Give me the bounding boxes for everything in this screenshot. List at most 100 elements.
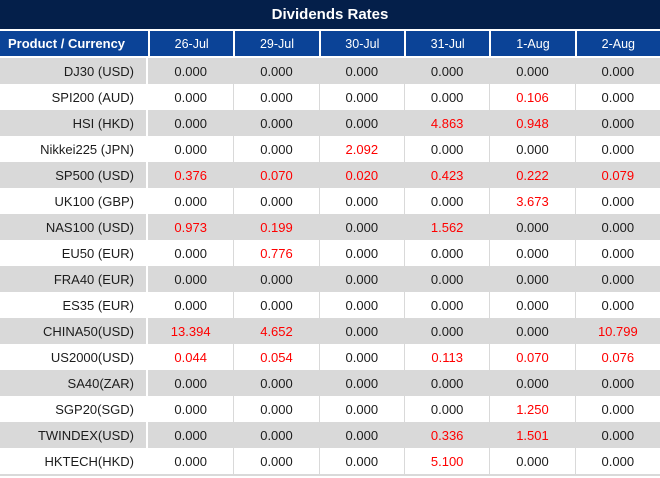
- dividend-value: 0.000: [174, 297, 207, 313]
- rates-table-body: DJ30 (USD) 0.000 0.000 0.000 0.000 0.000 0.00…: [0, 58, 660, 474]
- dividend-value: 0.000: [574, 292, 660, 318]
- dividend-value: 0.000: [574, 214, 660, 240]
- product-label: FRA40 (EUR): [0, 266, 148, 292]
- dividend-value: 0.000: [233, 84, 318, 110]
- dividend-value: 0.000: [489, 58, 575, 84]
- product-label: DJ30 (USD): [0, 58, 148, 84]
- dividend-value: 0.000: [489, 214, 575, 240]
- table-row: HSI (HKD) 0.000 0.000 0.000 4.863 0.948 0.000: [0, 110, 660, 136]
- product-label: UK100 (GBP): [0, 188, 148, 214]
- column-header-date: 2-Aug: [574, 31, 660, 58]
- dividend-value: 0.000: [574, 370, 660, 396]
- dividend-value: 0.000: [174, 141, 207, 157]
- dividend-value: 0.000: [489, 370, 575, 396]
- dividend-value: 0.000: [574, 110, 660, 136]
- dividend-value: 0.000: [574, 266, 660, 292]
- dividend-value: 0.000: [174, 245, 207, 261]
- dividend-value: 0.000: [318, 240, 404, 266]
- dividend-value: 0.076: [574, 344, 660, 370]
- dividend-value: 0.000: [233, 396, 318, 422]
- product-label: HSI (HKD): [0, 110, 148, 136]
- column-header-date: 1-Aug: [489, 31, 575, 58]
- column-header-product: Product / Currency: [0, 31, 148, 58]
- dividend-value: 0.000: [233, 136, 318, 162]
- dividend-value: 3.673: [489, 188, 574, 214]
- table-row: SPI200 (AUD) 0.000 0.000 0.000 0.000 0.106 0.…: [0, 84, 660, 110]
- dividend-value: 0.000: [403, 58, 490, 84]
- dividend-value: 0.000: [318, 396, 404, 422]
- table-row: SP500 (USD) 0.376 0.070 0.020 0.423 0.222 0.0…: [0, 162, 660, 188]
- dividend-value: 13.394: [148, 318, 234, 344]
- dividend-value: 0.000: [233, 58, 319, 84]
- page-title: Dividends Rates: [0, 0, 660, 31]
- dividend-value: 0.000: [489, 292, 574, 318]
- dividend-value: 0.000: [403, 136, 489, 162]
- table-row: HKTECH(HKD) 0.000 0.000 0.000 5.100 0.000 0.0…: [0, 448, 660, 474]
- dividend-value: 0.000: [233, 266, 319, 292]
- dividend-value: 0.000: [574, 136, 660, 162]
- table-row: ES35 (EUR) 0.000 0.000 0.000 0.000 0.000 0.00…: [0, 292, 660, 318]
- dividend-value: 0.000: [174, 401, 207, 417]
- product-label: SPI200 (AUD): [0, 84, 148, 110]
- dividend-value: 0.000: [233, 292, 318, 318]
- product-label: SP500 (USD): [0, 162, 148, 188]
- dividend-value: 0.000: [574, 58, 660, 84]
- table-row: US2000(USD) 0.044 0.054 0.000 0.113 0.070 0.0…: [0, 344, 660, 370]
- dividend-value: 0.222: [489, 162, 575, 188]
- rates-table: Product / Currency 26-Jul 29-Jul 30-Jul …: [0, 31, 660, 474]
- dividend-value: 0.000: [318, 422, 404, 448]
- column-header-date: 31-Jul: [403, 31, 490, 58]
- dividend-value: 4.863: [403, 110, 490, 136]
- table-row: NAS100 (USD) 0.973 0.199 0.000 1.562 0.000 0.…: [0, 214, 660, 240]
- dividend-value: 0.000: [574, 422, 660, 448]
- dividend-value: 0.000: [233, 370, 319, 396]
- dividend-value: 0.079: [574, 162, 660, 188]
- dividend-value: 0.973: [148, 214, 234, 240]
- dividend-value: 0.776: [233, 240, 318, 266]
- dividend-value: 0.000: [318, 214, 404, 240]
- table-row: SGP20(SGD) 0.000 0.000 0.000 0.000 1.250 0.00…: [0, 396, 660, 422]
- dividend-value: 0.000: [318, 188, 404, 214]
- dividend-value: 0.000: [233, 422, 319, 448]
- dividend-value: 0.000: [403, 266, 490, 292]
- dividend-value: 0.000: [489, 240, 574, 266]
- dividend-value: 0.000: [403, 396, 489, 422]
- dividend-value: 0.000: [318, 266, 404, 292]
- dividend-value: 0.000: [148, 370, 234, 396]
- dividend-value: 0.054: [233, 344, 318, 370]
- dividend-value: 0.000: [318, 292, 404, 318]
- dividend-value: 0.000: [148, 422, 234, 448]
- product-label: Nikkei225 (JPN): [0, 136, 148, 162]
- product-label: ES35 (EUR): [0, 292, 148, 318]
- dividend-value: 0.000: [233, 448, 318, 474]
- dividend-value: 1.562: [403, 214, 490, 240]
- dividend-value: 0.000: [233, 110, 319, 136]
- dividend-value: 0.000: [574, 396, 660, 422]
- product-label: EU50 (EUR): [0, 240, 148, 266]
- dividend-value: 0.423: [403, 162, 490, 188]
- dividend-value: 0.000: [489, 318, 575, 344]
- dividend-value: 0.000: [174, 89, 207, 105]
- dividend-value: 0.948: [489, 110, 575, 136]
- product-label: TWINDEX(USD): [0, 422, 148, 448]
- dividend-value: 0.000: [489, 266, 575, 292]
- product-label: NAS100 (USD): [0, 214, 148, 240]
- dividend-value: 0.000: [148, 266, 234, 292]
- dividend-value: 0.000: [148, 58, 234, 84]
- table-row: CHINA50(USD) 13.394 4.652 0.000 0.000 0.000 1…: [0, 318, 660, 344]
- table-row: Nikkei225 (JPN) 0.000 0.000 2.092 0.000 0.00…: [0, 136, 660, 162]
- table-row: FRA40 (EUR) 0.000 0.000 0.000 0.000 0.000 0.0…: [0, 266, 660, 292]
- product-label: HKTECH(HKD): [0, 448, 148, 474]
- dividend-value: 0.044: [174, 349, 207, 365]
- dividend-value: 10.799: [574, 318, 660, 344]
- dividend-value: 0.336: [403, 422, 490, 448]
- dividend-value: 0.000: [318, 318, 404, 344]
- dividend-value: 0.113: [403, 344, 489, 370]
- dividend-value: 0.020: [318, 162, 404, 188]
- dividend-value: 1.250: [489, 396, 574, 422]
- dividend-value: 0.000: [403, 84, 489, 110]
- dividend-value: 0.000: [174, 453, 207, 469]
- dividend-value: 0.000: [403, 240, 489, 266]
- column-header-date: 30-Jul: [318, 31, 404, 58]
- dividend-value: 0.000: [574, 84, 660, 110]
